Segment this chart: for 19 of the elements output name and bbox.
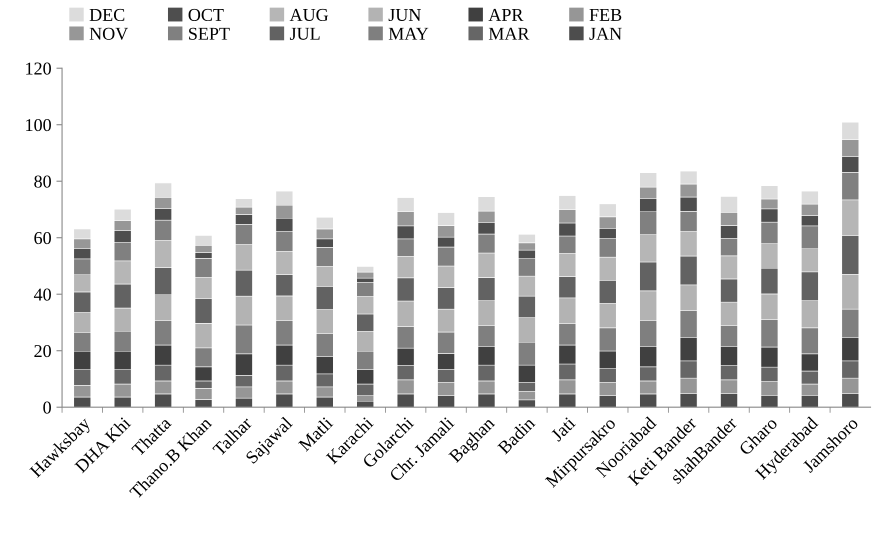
legend-label: JAN xyxy=(589,28,622,40)
legend-label: DEC xyxy=(90,8,124,22)
legend-label: OCT xyxy=(188,8,224,22)
y-tick-label: 80 xyxy=(34,175,51,188)
y-tick-label: 60 xyxy=(34,232,51,244)
legend-label: MAY xyxy=(388,28,428,40)
legend-label: NOV xyxy=(90,28,128,40)
y-tick-label: 120 xyxy=(26,62,51,75)
legend-label: SEPT xyxy=(189,28,230,40)
y-tick-label: 100 xyxy=(26,118,51,132)
legend-label: APR xyxy=(488,8,524,21)
legend-label: FEB xyxy=(590,9,622,21)
y-tick-label: 40 xyxy=(34,288,51,301)
y-tick-label: 20 xyxy=(34,344,51,358)
y-tick-label: 0 xyxy=(43,401,51,414)
legend-label: JUL xyxy=(290,28,320,40)
legend-label: JUN xyxy=(388,9,421,22)
legend-label: MAR xyxy=(488,28,530,40)
legend-label: AUG xyxy=(290,8,328,22)
